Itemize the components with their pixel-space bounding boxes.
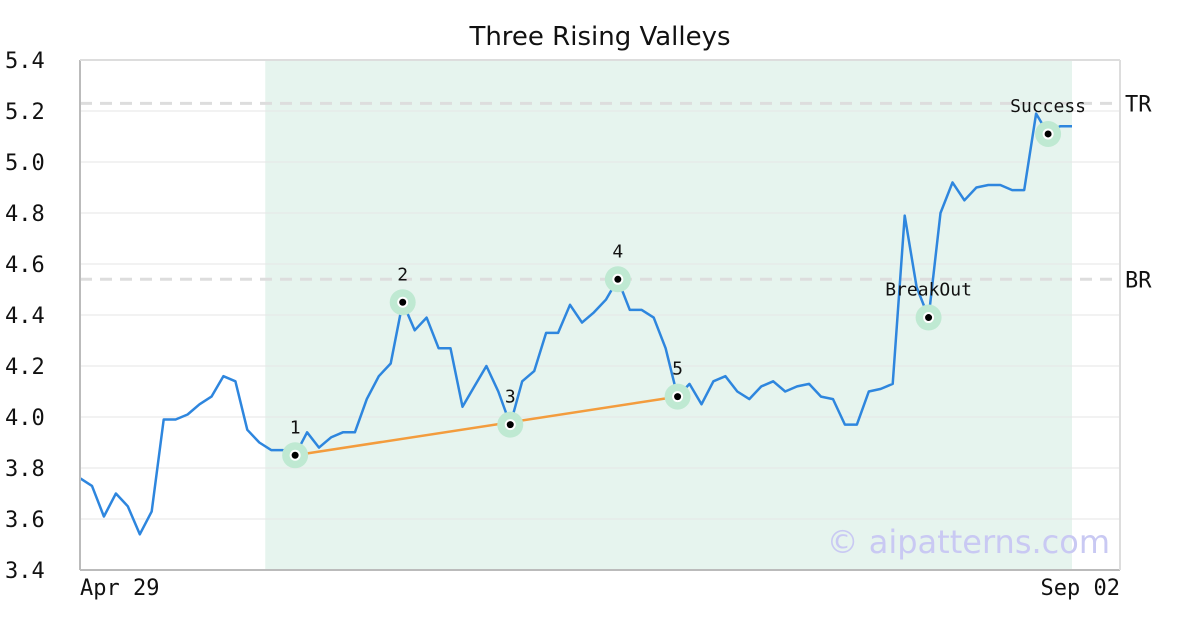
y-tick-label: 3.8 [5, 457, 45, 482]
series-layer [79, 112, 1072, 536]
chart-title: Three Rising Valleys [469, 22, 731, 52]
point-label: 1 [290, 417, 301, 438]
point-label: 3 [505, 387, 516, 408]
marker-dot [291, 451, 299, 459]
y-tick-label: 4.2 [5, 355, 45, 380]
point-label: BreakOut [885, 280, 972, 301]
valley-trendline [294, 395, 678, 457]
marker-dot [925, 314, 933, 322]
axes [79, 59, 1121, 571]
x-tick-label-last: Sep 02 [1041, 576, 1120, 601]
y-tick-label: 4.6 [5, 253, 45, 278]
chart-text: 3.4 3.6 3.8 4.0 4.2 4.4 4.6 4.8 5.0 5.2 5.4 TR BR 1 2 3… [5, 49, 1152, 601]
y-tick-label: 4.4 [5, 304, 45, 329]
pattern-points [282, 120, 1062, 469]
marker-dot [614, 275, 622, 283]
y-tick-label: 4.0 [5, 406, 45, 431]
y-tick-label: 5.0 [5, 151, 45, 176]
reference-label-tr: TR [1125, 92, 1152, 117]
y-tick-label: 4.8 [5, 202, 45, 227]
y-tick-label: 5.2 [5, 100, 45, 125]
y-tick-label: 5.4 [5, 49, 45, 74]
marker-dot [674, 393, 682, 401]
point-label: 4 [612, 241, 623, 262]
trendline-layer [294, 395, 678, 457]
marker-dot [399, 298, 407, 306]
reference-lines [80, 101, 1120, 281]
marker-dot [1044, 130, 1052, 138]
y-tick-label: 3.4 [5, 559, 45, 584]
watermark-text: © aipatterns.com [827, 523, 1110, 561]
point-label: 5 [672, 359, 683, 380]
point-label: 2 [397, 264, 408, 285]
reference-label-br: BR [1125, 268, 1152, 293]
grid [80, 110, 1120, 520]
y-tick-label: 3.6 [5, 508, 45, 533]
point-label: Success [1010, 96, 1086, 117]
x-tick-label-first: Apr 29 [80, 576, 159, 601]
marker-dot [506, 421, 514, 429]
price-line [79, 112, 1072, 536]
